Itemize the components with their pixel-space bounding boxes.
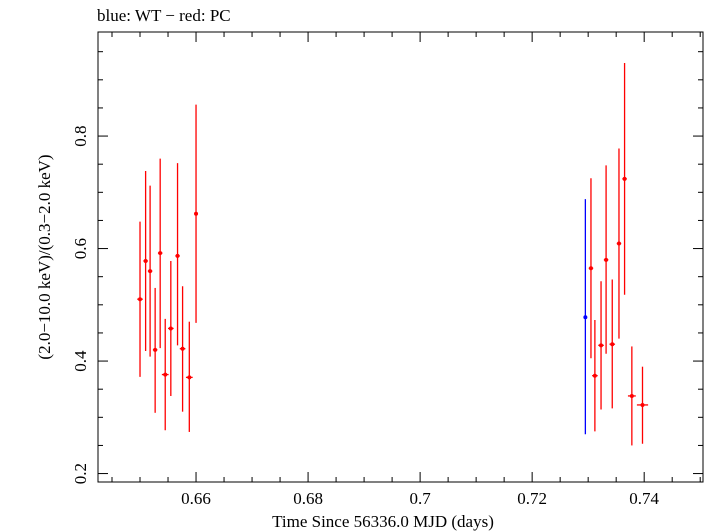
pc-marker [599, 343, 604, 348]
chart-title: blue: WT − red: PC [97, 6, 231, 25]
x-tick-label: 0.74 [629, 489, 659, 508]
pc-marker [138, 297, 143, 302]
plot-frame [97, 31, 704, 483]
pc-marker [148, 269, 153, 274]
pc-marker [180, 346, 185, 351]
pc-marker [629, 393, 634, 398]
x-tick-label: 0.72 [517, 489, 547, 508]
pc-data-point [616, 148, 622, 339]
wt-data-point [583, 199, 588, 435]
pc-data-point [627, 346, 636, 446]
x-axis: 0.66 0.68 0.7 0.72 0.74 [111, 32, 701, 508]
pc-data-point [152, 287, 158, 413]
wt-marker [583, 315, 588, 320]
x-tick-label: 0.66 [181, 489, 211, 508]
pc-marker [622, 176, 627, 181]
pc-data-point [143, 170, 148, 351]
pc-data-point [185, 321, 193, 432]
pc-marker [640, 402, 645, 407]
pc-marker [588, 266, 593, 271]
pc-marker [163, 372, 168, 377]
pc-data-point [598, 281, 604, 410]
pc-marker [610, 342, 615, 347]
pc-marker [175, 253, 180, 258]
pc-data-point [147, 185, 153, 357]
pc-marker [143, 258, 148, 263]
pc-data-point [161, 318, 169, 431]
pc-data-point [194, 104, 199, 323]
pc-data-point [137, 221, 143, 377]
y-tick-label: 0.2 [71, 463, 90, 484]
pc-marker [592, 373, 597, 378]
pc-marker [616, 241, 621, 246]
pc-marker [194, 211, 199, 216]
x-axis-label: Time Since 56336.0 MJD (days) [272, 512, 494, 531]
y-tick-label: 0.8 [71, 125, 90, 146]
pc-data-point [622, 62, 627, 295]
pc-marker [158, 251, 163, 256]
pc-marker [168, 326, 173, 331]
pc-data-point [168, 260, 174, 396]
pc-data-point [603, 165, 609, 354]
pc-data-point [609, 279, 616, 409]
pc-marker [187, 375, 192, 380]
y-axis-label: (2.0−10.0 keV)/(0.3−2.0 keV) [35, 154, 54, 359]
pc-data-point [175, 163, 180, 346]
y-tick-label: 0.4 [71, 350, 90, 372]
y-tick-label: 0.6 [71, 238, 90, 259]
pc-data-point [592, 320, 598, 432]
data-marks [137, 62, 649, 446]
pc-data-point [179, 286, 186, 412]
x-tick-label: 0.68 [293, 489, 323, 508]
pc-data-point [157, 158, 163, 349]
x-tick-label: 0.7 [409, 489, 431, 508]
pc-marker [604, 257, 609, 262]
pc-data-point [636, 366, 649, 444]
pc-marker [153, 347, 158, 352]
y-axis: 0.2 0.4 0.6 0.8 [71, 51, 703, 484]
pc-data-point [588, 178, 594, 359]
